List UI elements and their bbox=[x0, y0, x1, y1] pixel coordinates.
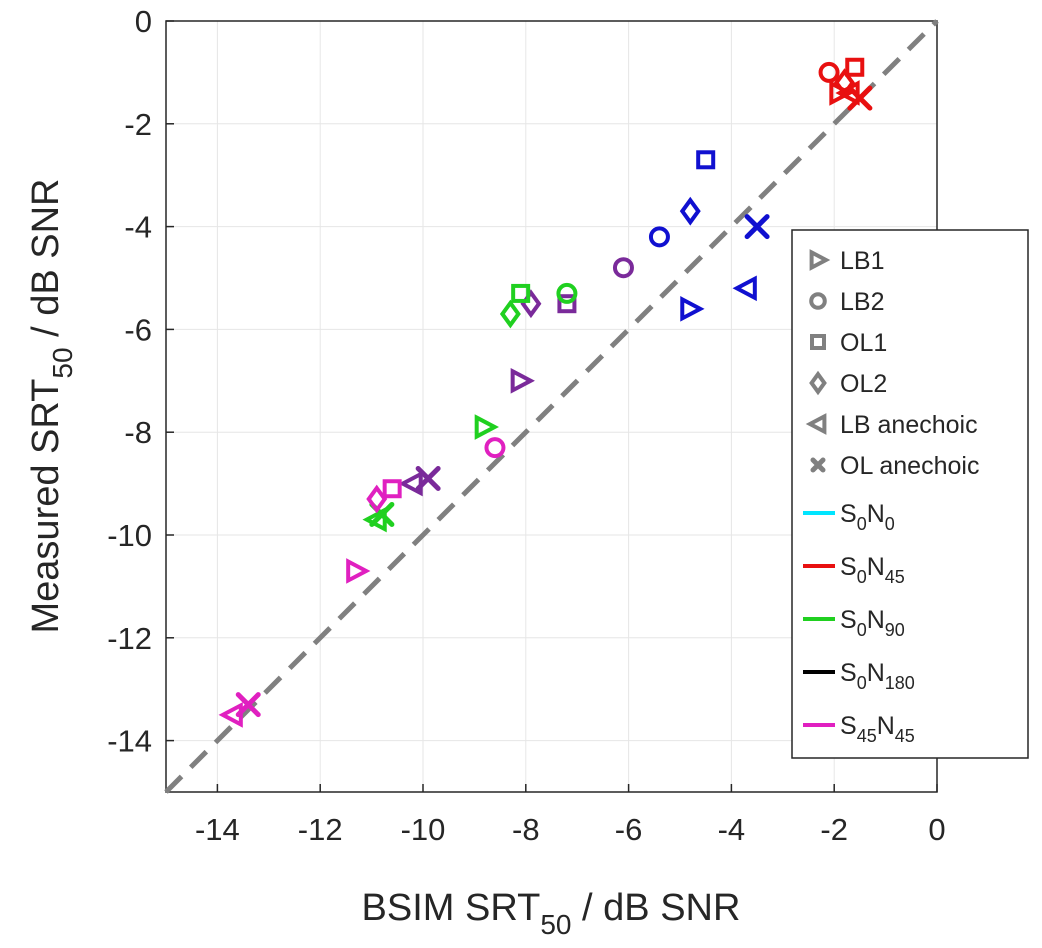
data-point bbox=[556, 282, 578, 304]
data-point bbox=[511, 283, 531, 303]
data-point bbox=[474, 414, 499, 440]
legend-condition-item: S0N90 bbox=[803, 606, 905, 640]
data-point bbox=[847, 85, 873, 111]
legend-marker-entries: LB1 LB2 OL1 OL2 LB anechoic OL anechoic bbox=[805, 247, 979, 480]
legend-marker-label: OL anechoic bbox=[840, 452, 979, 480]
data-point bbox=[845, 57, 865, 77]
data-point bbox=[818, 61, 840, 83]
x-tick-label: -4 bbox=[718, 812, 746, 847]
data-point bbox=[648, 226, 670, 248]
y-tick-label: -14 bbox=[107, 724, 152, 759]
data-point bbox=[557, 294, 577, 314]
data-point bbox=[732, 275, 757, 302]
y-tick-label: -8 bbox=[124, 415, 152, 450]
legend-marker-symbol bbox=[810, 457, 826, 473]
x-tick-label: -8 bbox=[512, 812, 540, 847]
legend-condition-item: S0N180 bbox=[803, 659, 915, 693]
data-point bbox=[415, 465, 441, 491]
legend-marker-symbol bbox=[805, 413, 827, 435]
legend-condition-label: S0N90 bbox=[840, 606, 905, 640]
data-point bbox=[612, 257, 634, 279]
x-tick-label: -10 bbox=[401, 812, 446, 847]
y-tick-label: -4 bbox=[124, 210, 152, 245]
legend-marker-label: LB2 bbox=[840, 288, 884, 316]
data-point bbox=[510, 367, 535, 394]
data-point bbox=[829, 80, 854, 106]
data-point bbox=[499, 299, 521, 329]
legend-marker-symbol bbox=[809, 292, 827, 310]
y-tick-label: -2 bbox=[124, 107, 152, 142]
legend-marker-label: LB anechoic bbox=[840, 411, 978, 439]
x-tick-label: -12 bbox=[298, 812, 343, 847]
y-axis-label: Measured SRT50 / dB SNR bbox=[25, 179, 78, 634]
legend-marker-item: LB2 bbox=[809, 288, 884, 316]
legend-marker-item: OL2 bbox=[809, 370, 887, 398]
legend-condition-label: S0N0 bbox=[840, 500, 895, 534]
data-point bbox=[484, 437, 506, 459]
legend-condition-item: S45N45 bbox=[803, 712, 915, 746]
x-axis-label: BSIM SRT50 / dB SNR bbox=[362, 887, 741, 940]
identity-line bbox=[164, 19, 939, 794]
legend-condition-item: S0N45 bbox=[803, 553, 905, 587]
x-tick-label: 0 bbox=[928, 812, 945, 847]
legend-marker-symbol bbox=[810, 334, 826, 350]
x-tick-label: -2 bbox=[820, 812, 848, 847]
data-point bbox=[235, 692, 261, 718]
data-point bbox=[679, 196, 701, 226]
data-point bbox=[346, 558, 371, 584]
x-tick-label: -6 bbox=[615, 812, 643, 847]
data-point bbox=[696, 150, 716, 170]
legend-condition-label: S45N45 bbox=[840, 712, 915, 746]
legend-condition-label: S0N45 bbox=[840, 553, 905, 587]
legend-condition-label: S0N180 bbox=[840, 659, 915, 693]
legend-marker-symbol bbox=[809, 249, 831, 271]
data-point bbox=[744, 214, 770, 240]
legend-marker-label: LB1 bbox=[840, 247, 884, 275]
legend-condition-item: S0N0 bbox=[803, 500, 895, 534]
legend-marker-item: OL1 bbox=[810, 329, 887, 357]
legend-marker-symbol bbox=[809, 370, 827, 396]
legend-condition-entries: S0N0 S0N45 S0N90 S0N180 S45N45 bbox=[803, 500, 915, 746]
x-tick-label: -14 bbox=[195, 812, 240, 847]
y-tick-label: 0 bbox=[135, 4, 152, 39]
identity-reference-line bbox=[164, 19, 939, 794]
legend-marker-item: LB1 bbox=[809, 247, 884, 275]
data-point bbox=[366, 484, 388, 514]
y-tick-label: -6 bbox=[124, 312, 152, 347]
legend-marker-label: OL1 bbox=[840, 329, 887, 357]
legend-marker-label: OL2 bbox=[840, 370, 887, 398]
data-point bbox=[382, 479, 402, 499]
axis-ticks: -14 -12 -10 -8 -6 -4 -2 0 0 -2 -4 -6 -8 -10 -12 -14 bbox=[107, 4, 945, 847]
legend-marker-item: OL anechoic bbox=[810, 452, 979, 480]
legend-marker-item: LB anechoic bbox=[805, 411, 978, 439]
data-point bbox=[680, 296, 705, 322]
y-tick-label: -10 bbox=[107, 518, 152, 553]
data-points bbox=[218, 57, 873, 728]
y-tick-label: -12 bbox=[107, 621, 152, 656]
